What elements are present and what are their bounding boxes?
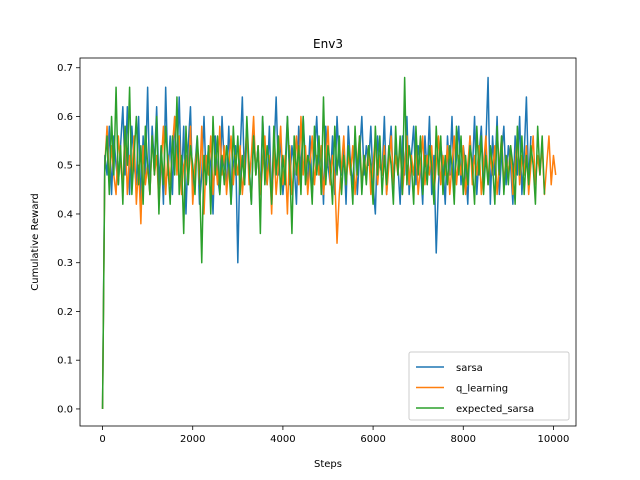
plot-area: [101, 76, 557, 409]
legend-box: [408, 351, 570, 421]
y-tick-label: 0.2: [57, 307, 73, 318]
legend-label-q-learning: q_learning: [456, 384, 508, 395]
y-tick-label: 0.7: [57, 63, 73, 74]
x-axis: 0 2000 4000 6000 8000 10000: [99, 426, 569, 445]
series-line-sarsa: [101, 76, 532, 409]
y-axis: 0.0 0.1 0.2 0.3 0.4 0.5 0.6 0.7: [57, 63, 80, 415]
y-tick-label: 0.0: [57, 404, 73, 415]
x-tick-label: 8000: [451, 434, 476, 445]
legend-label-expected-sarsa: expected_sarsa: [456, 404, 534, 415]
y-axis-label: Cumulative Reward: [30, 193, 41, 291]
x-tick-label: 2000: [180, 434, 205, 445]
axes-frame: [79, 57, 577, 427]
legend-label-sarsa: sarsa: [456, 363, 483, 374]
x-tick-label: 0: [99, 434, 105, 445]
x-tick-label: 6000: [360, 434, 385, 445]
x-tick-label: 4000: [270, 434, 295, 445]
y-tick-label: 0.5: [57, 161, 73, 172]
y-tick-label: 0.1: [57, 356, 73, 367]
y-tick-label: 0.6: [57, 112, 73, 123]
x-axis-label: Steps: [314, 459, 342, 470]
y-tick-label: 0.3: [57, 258, 73, 269]
series-line-expected-sarsa: [101, 76, 546, 409]
x-tick-label: 10000: [538, 434, 570, 445]
chart-title: Env3: [313, 37, 343, 51]
legend: sarsa q_learning expected_sarsa: [408, 351, 570, 421]
y-tick-label: 0.4: [57, 209, 73, 220]
